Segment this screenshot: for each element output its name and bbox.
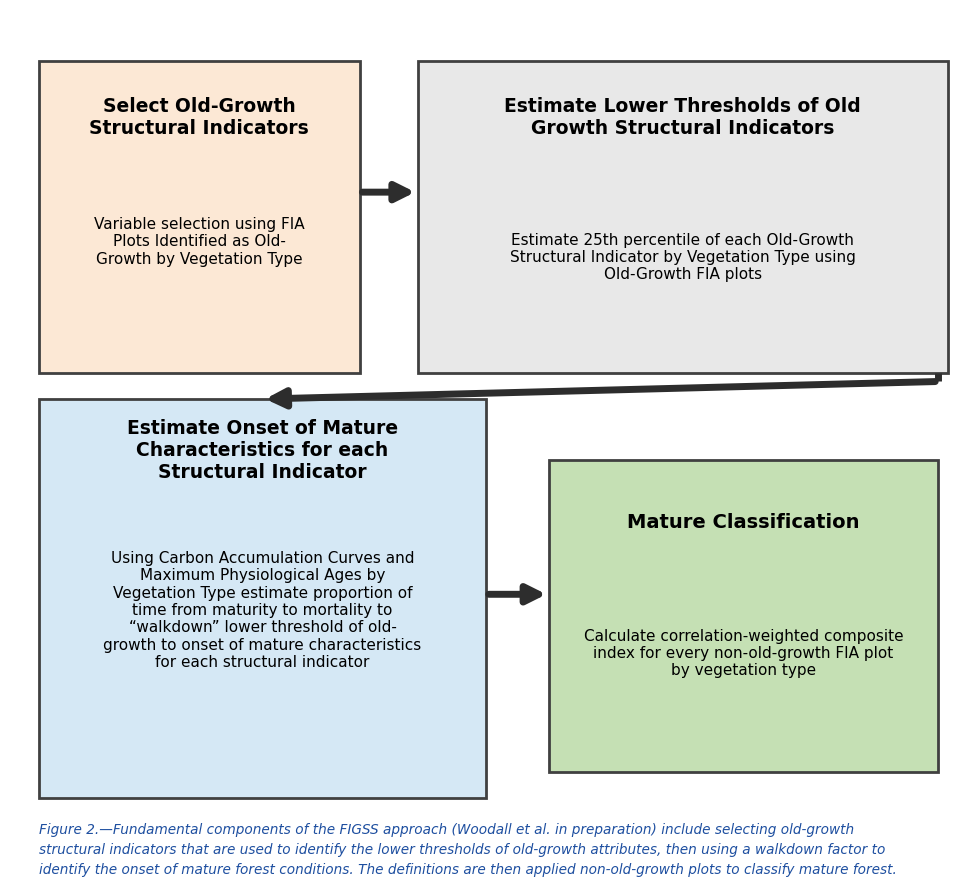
- Text: Estimate 25th percentile of each Old-Growth
Structural Indicator by Vegetation T: Estimate 25th percentile of each Old-Gro…: [510, 232, 855, 282]
- Text: Estimate Onset of Mature
Characteristics for each
Structural Indicator: Estimate Onset of Mature Characteristics…: [127, 419, 398, 482]
- FancyBboxPatch shape: [418, 61, 948, 373]
- Text: Select Old-Growth
Structural Indicators: Select Old-Growth Structural Indicators: [89, 97, 309, 138]
- Text: Variable selection using FIA
Plots Identified as Old-
Growth by Vegetation Type: Variable selection using FIA Plots Ident…: [94, 217, 304, 267]
- FancyBboxPatch shape: [39, 61, 360, 373]
- FancyBboxPatch shape: [549, 460, 938, 772]
- Text: Figure 2.—Fundamental components of the FIGSS approach (Woodall et al. in prepar: Figure 2.—Fundamental components of the …: [39, 823, 897, 877]
- Text: Calculate correlation-weighted composite
index for every non-old-growth FIA plot: Calculate correlation-weighted composite…: [584, 629, 903, 678]
- FancyBboxPatch shape: [39, 399, 486, 798]
- Text: Using Carbon Accumulation Curves and
Maximum Physiological Ages by
Vegetation Ty: Using Carbon Accumulation Curves and Max…: [103, 551, 422, 670]
- Text: Mature Classification: Mature Classification: [627, 513, 860, 532]
- Text: Estimate Lower Thresholds of Old
Growth Structural Indicators: Estimate Lower Thresholds of Old Growth …: [504, 97, 861, 138]
